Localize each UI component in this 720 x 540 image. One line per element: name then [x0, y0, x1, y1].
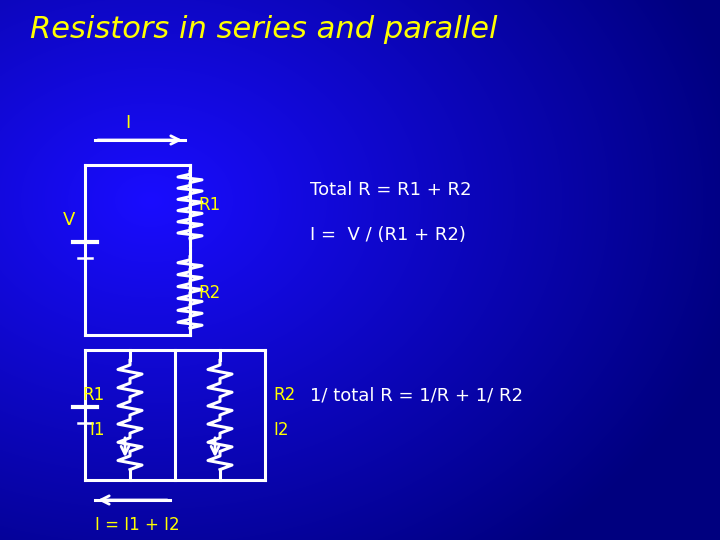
Text: I =  V / (R1 + R2): I = V / (R1 + R2) [310, 226, 466, 244]
Text: I: I [125, 114, 130, 132]
Text: Total R = R1 + R2: Total R = R1 + R2 [310, 181, 472, 199]
Text: I = I1 + I2: I = I1 + I2 [95, 516, 179, 534]
Text: V: V [63, 211, 75, 229]
Text: R2: R2 [198, 284, 220, 301]
Text: I2: I2 [273, 421, 289, 439]
Text: R1: R1 [198, 196, 220, 214]
Text: I1: I1 [89, 421, 105, 439]
Text: R1: R1 [83, 386, 105, 404]
Text: R2: R2 [273, 386, 295, 404]
Text: Resistors in series and parallel: Resistors in series and parallel [30, 16, 498, 44]
Text: 1/ total R = 1/R + 1/ R2: 1/ total R = 1/R + 1/ R2 [310, 386, 523, 404]
